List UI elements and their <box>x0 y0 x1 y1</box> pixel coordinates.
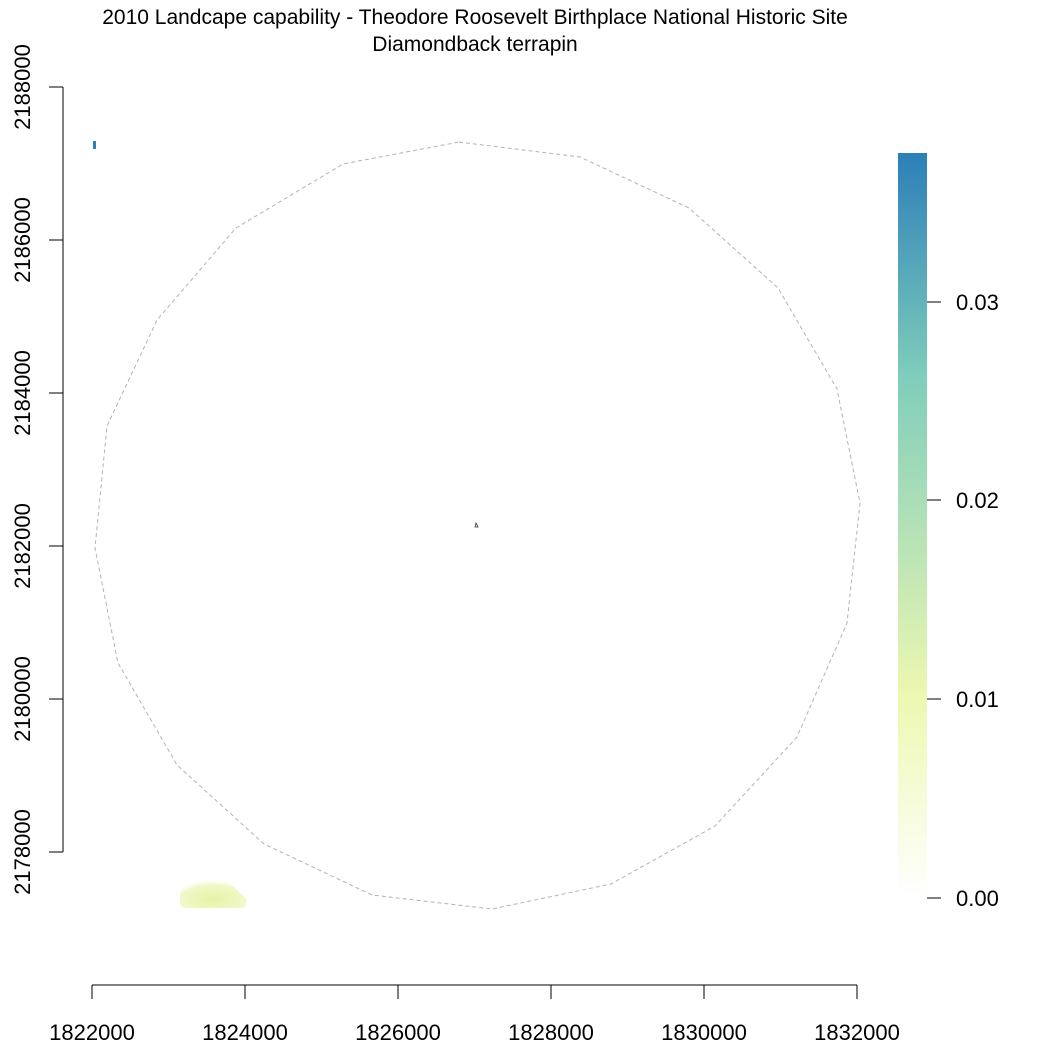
map-subtitle: Diamondback terrapin <box>372 33 578 56</box>
x-tick-label: 1828000 <box>508 1020 594 1045</box>
raster-patch-bottom-left <box>180 878 246 908</box>
legend-tick-label: 0.01 <box>956 687 999 712</box>
site-marker <box>474 521 479 528</box>
map-title: 2010 Landcape capability - Theodore Roos… <box>102 6 848 29</box>
x-tick-label: 1822000 <box>49 1020 135 1045</box>
title-block: 2010 Landcape capability - Theodore Roos… <box>0 4 950 58</box>
y-tick-label: 2184000 <box>10 350 35 436</box>
buffer-circle <box>94 141 861 910</box>
x-tick-label: 1830000 <box>661 1020 747 1045</box>
legend-ticks <box>927 301 941 899</box>
legend-tick-labels: 0.00 0.01 0.02 0.03 <box>956 290 999 911</box>
y-tick-label: 2180000 <box>10 656 35 742</box>
x-tick-label: 1832000 <box>814 1020 900 1045</box>
x-tick-label: 1826000 <box>355 1020 441 1045</box>
y-tick-labels: 2178000 2180000 2182000 2184000 2186000 … <box>10 44 35 895</box>
y-tick-label: 2186000 <box>10 197 35 283</box>
legend-tick-label: 0.02 <box>956 488 999 513</box>
x-tick-labels: 1822000 1824000 1826000 1828000 1830000 … <box>49 1020 900 1045</box>
raster-patch-top-left <box>93 141 96 149</box>
x-axis <box>91 984 858 999</box>
y-tick-label: 2178000 <box>10 809 35 895</box>
y-axis <box>49 86 64 853</box>
legend-colorbar <box>898 153 927 898</box>
y-tick-label: 2188000 <box>10 44 35 130</box>
legend-tick-label: 0.00 <box>956 886 999 911</box>
y-tick-label: 2182000 <box>10 503 35 589</box>
legend-tick-label: 0.03 <box>956 290 999 315</box>
x-tick-label: 1824000 <box>202 1020 288 1045</box>
